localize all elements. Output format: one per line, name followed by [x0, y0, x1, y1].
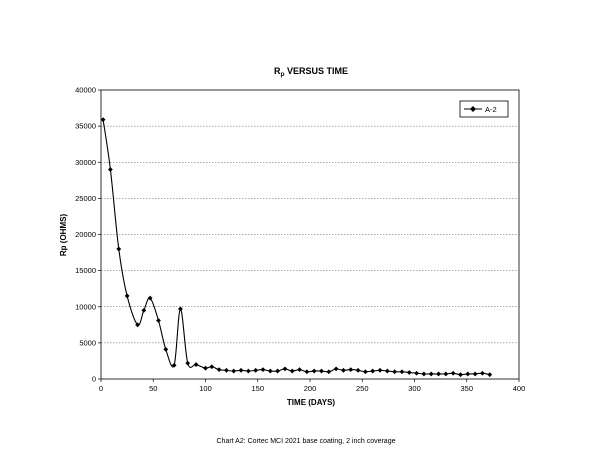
data-point [203, 365, 208, 371]
y-tick-label: 35000 [75, 122, 96, 131]
x-tick-label: 0 [99, 384, 103, 393]
data-point [231, 368, 237, 374]
grid [101, 125, 519, 344]
data-point [245, 368, 251, 374]
data-point [480, 370, 485, 376]
data-point [311, 368, 317, 374]
chart-caption: Chart A2: Cortec MCI 2021 base coating, … [217, 438, 396, 445]
data-point [238, 367, 244, 373]
data-point [147, 295, 153, 301]
data-point [443, 371, 449, 377]
data-point [209, 364, 215, 370]
data-point [392, 369, 398, 375]
data-point [333, 366, 339, 372]
x-tick-label: 200 [304, 384, 317, 393]
y-tick-label: 5000 [79, 338, 96, 347]
data-point [436, 371, 441, 377]
y-tick-label: 25000 [75, 194, 96, 203]
data-point [100, 117, 106, 123]
data-point [297, 367, 302, 373]
x-tick-label: 400 [513, 384, 526, 393]
y-tick-label: 15000 [75, 266, 96, 275]
x-tick-label: 350 [460, 384, 473, 393]
data-point [458, 372, 463, 378]
data-point [163, 346, 169, 352]
data-point [289, 368, 295, 374]
data-point [421, 371, 427, 377]
x-tick-label: 150 [251, 384, 264, 393]
y-tick-label: 0 [92, 375, 96, 384]
legend: A-2 [459, 100, 509, 118]
data-point [465, 371, 471, 377]
data-point [428, 371, 434, 377]
x-axis: 0 50 100 150 200 250 300 350 400 [99, 379, 525, 393]
data-point [370, 368, 376, 374]
data-point [399, 369, 405, 375]
data-point [135, 322, 140, 328]
data-point [355, 367, 361, 373]
y-tick-label: 30000 [75, 158, 96, 167]
data-point [116, 246, 122, 252]
y-tick-label: 20000 [75, 230, 96, 239]
data-point [108, 167, 113, 172]
x-tick-label: 300 [408, 384, 421, 393]
data-point [282, 366, 288, 372]
data-point [216, 367, 222, 373]
data-point [362, 369, 368, 375]
data-point [472, 371, 478, 377]
data-point [450, 370, 456, 376]
legend-label: A-2 [485, 105, 497, 114]
y-tick-label: 10000 [75, 302, 96, 311]
data-point [178, 306, 183, 312]
data-point [341, 367, 346, 373]
y-axis: 0 5000 10000 15000 20000 25000 30000 35000 40000 [75, 86, 101, 384]
data-point [304, 369, 310, 375]
data-point [141, 307, 147, 313]
series-markers [100, 117, 493, 378]
data-point [124, 293, 130, 299]
data-point [384, 368, 390, 374]
x-tick-label: 100 [199, 384, 212, 393]
data-point [487, 372, 493, 378]
y-tick-label: 40000 [75, 86, 96, 95]
legend-diamond-icon [470, 106, 476, 112]
x-axis-title: TIME (DAYS) [287, 398, 335, 407]
data-point [260, 367, 266, 373]
series-line [102, 119, 490, 376]
data-point [414, 370, 419, 376]
data-point [406, 370, 412, 375]
data-point [348, 367, 354, 373]
data-point [326, 369, 332, 375]
data-point [156, 318, 161, 323]
data-point [185, 360, 191, 366]
data-point [377, 367, 383, 373]
x-tick-label: 250 [356, 384, 369, 393]
x-tick-label: 50 [149, 384, 157, 393]
y-axis-title: Rp (OHMS) [59, 214, 68, 257]
data-point [319, 368, 324, 374]
data-point [224, 367, 229, 373]
data-point [253, 367, 259, 373]
data-point [193, 362, 199, 367]
data-point [275, 368, 281, 374]
chart-title: Rp VERSUS TIME [274, 66, 348, 78]
data-point [267, 368, 273, 374]
legend-box [459, 100, 509, 118]
series-line-path [102, 119, 490, 376]
data-point [171, 362, 177, 368]
